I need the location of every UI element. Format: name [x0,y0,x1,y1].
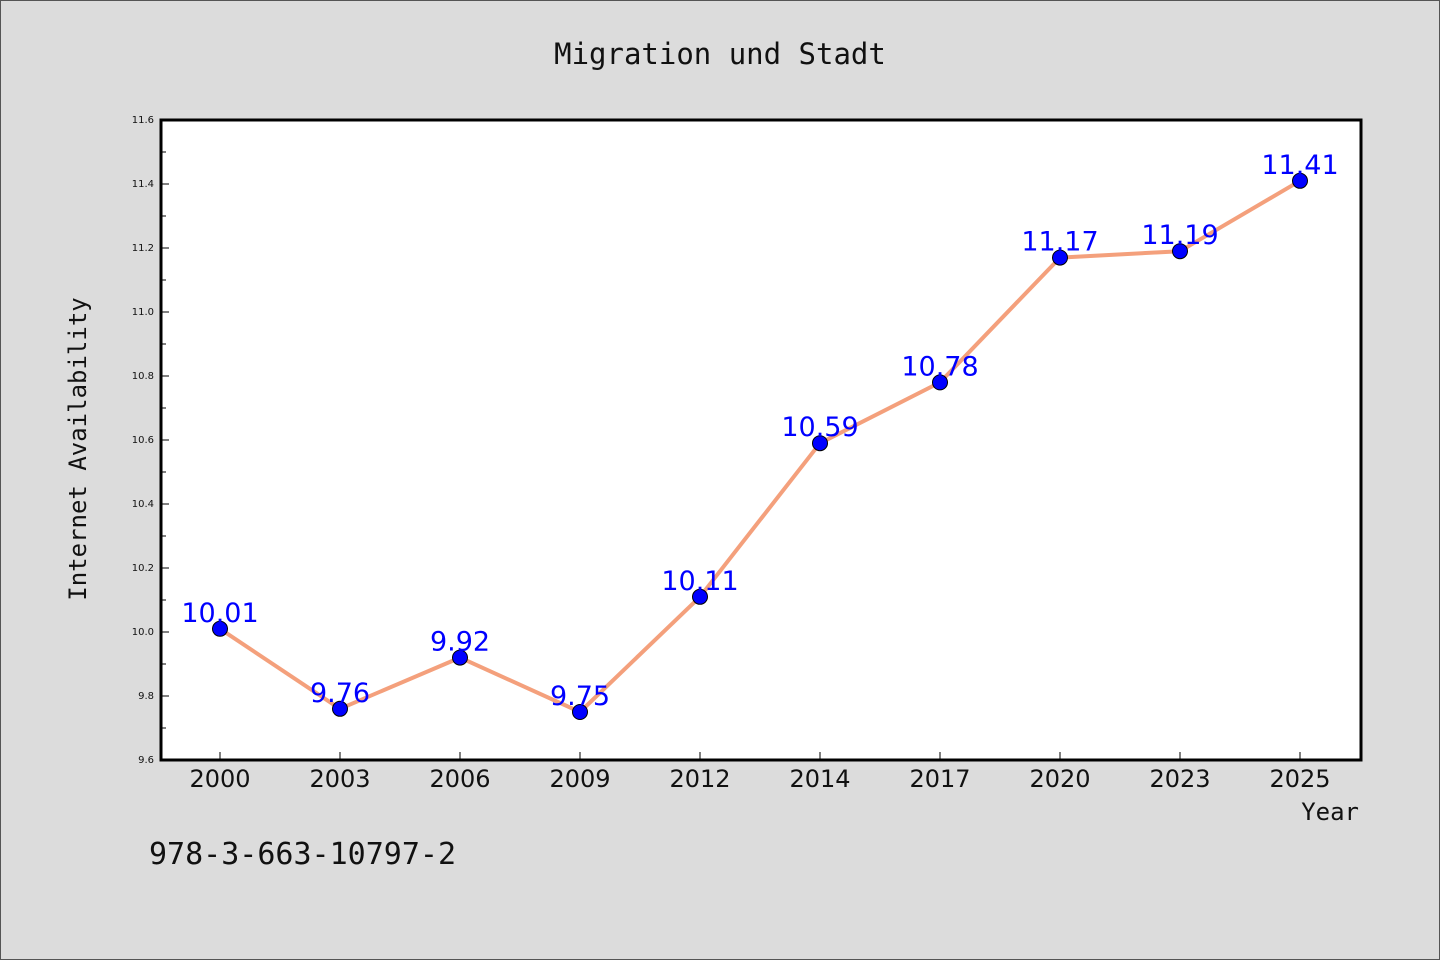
data-point [332,700,348,717]
data-point [212,620,228,637]
data-point [452,649,468,666]
series-line [218,178,1302,714]
y-tick-label: 10.4 [132,499,154,510]
y-tick-label: 11.4 [132,179,154,190]
x-tick-label: 2025 [1269,765,1330,793]
data-label: 9.92 [430,627,490,658]
y-tick-label: 11.0 [132,307,154,318]
data-label: 10.59 [781,412,858,443]
y-tick-label: 10.8 [132,371,154,382]
x-axis-label: Year [1301,798,1359,826]
data-point [692,588,708,605]
x-tick-label: 2012 [669,765,730,793]
y-axis-label: Internet Availability [64,297,92,600]
x-tick-label: 2003 [309,765,370,793]
data-label: 11.17 [1021,227,1098,258]
y-tick-label: 10.2 [132,563,154,574]
y-axis-ticks: 9.6 9.8 10.0 10.2 10.4 10.6 10.8 11.0 11.2 11.4 11… [132,115,169,766]
data-label: 10.78 [901,351,978,382]
y-tick-label: 11.2 [132,243,154,254]
y-tick-label: 10.0 [132,627,154,638]
data-label: 9.75 [550,681,610,712]
y-tick-label: 9.8 [138,691,154,702]
x-tick-label: 2014 [789,765,850,793]
data-point [932,374,948,391]
x-tick-label: 2009 [549,765,610,793]
y-tick-label: 9.6 [138,755,154,766]
data-point [1172,243,1188,260]
x-tick-label: 2017 [909,765,970,793]
footer-code: 978-3-663-10797-2 [149,837,456,872]
data-points [212,172,1308,720]
data-label: 9.76 [310,678,370,709]
chart-title: Migration und Stadt [554,37,886,71]
data-point [572,704,588,720]
data-label: 11.19 [1141,220,1218,251]
y-tick-label: 10.6 [132,435,154,446]
data-labels: 10.01 9.76 9.92 9.75 10.11 10.59 10.78 11.17 11.… [181,150,1338,712]
x-tick-label: 2020 [1029,765,1090,793]
data-point [1052,249,1068,266]
data-point [1292,172,1308,189]
data-point [812,435,828,452]
data-label: 10.11 [661,566,738,597]
y-tick-label: 11.6 [132,115,154,126]
data-label: 11.41 [1261,150,1338,181]
x-tick-label: 2023 [1149,765,1210,793]
x-tick-label: 2006 [429,765,490,793]
data-label: 10.01 [181,598,258,629]
x-axis-ticks: 2000 2003 2006 2009 2012 2014 2017 2020 2023 2025 [189,752,1331,793]
x-tick-label: 2000 [189,765,250,793]
plot-area [159,118,1363,762]
